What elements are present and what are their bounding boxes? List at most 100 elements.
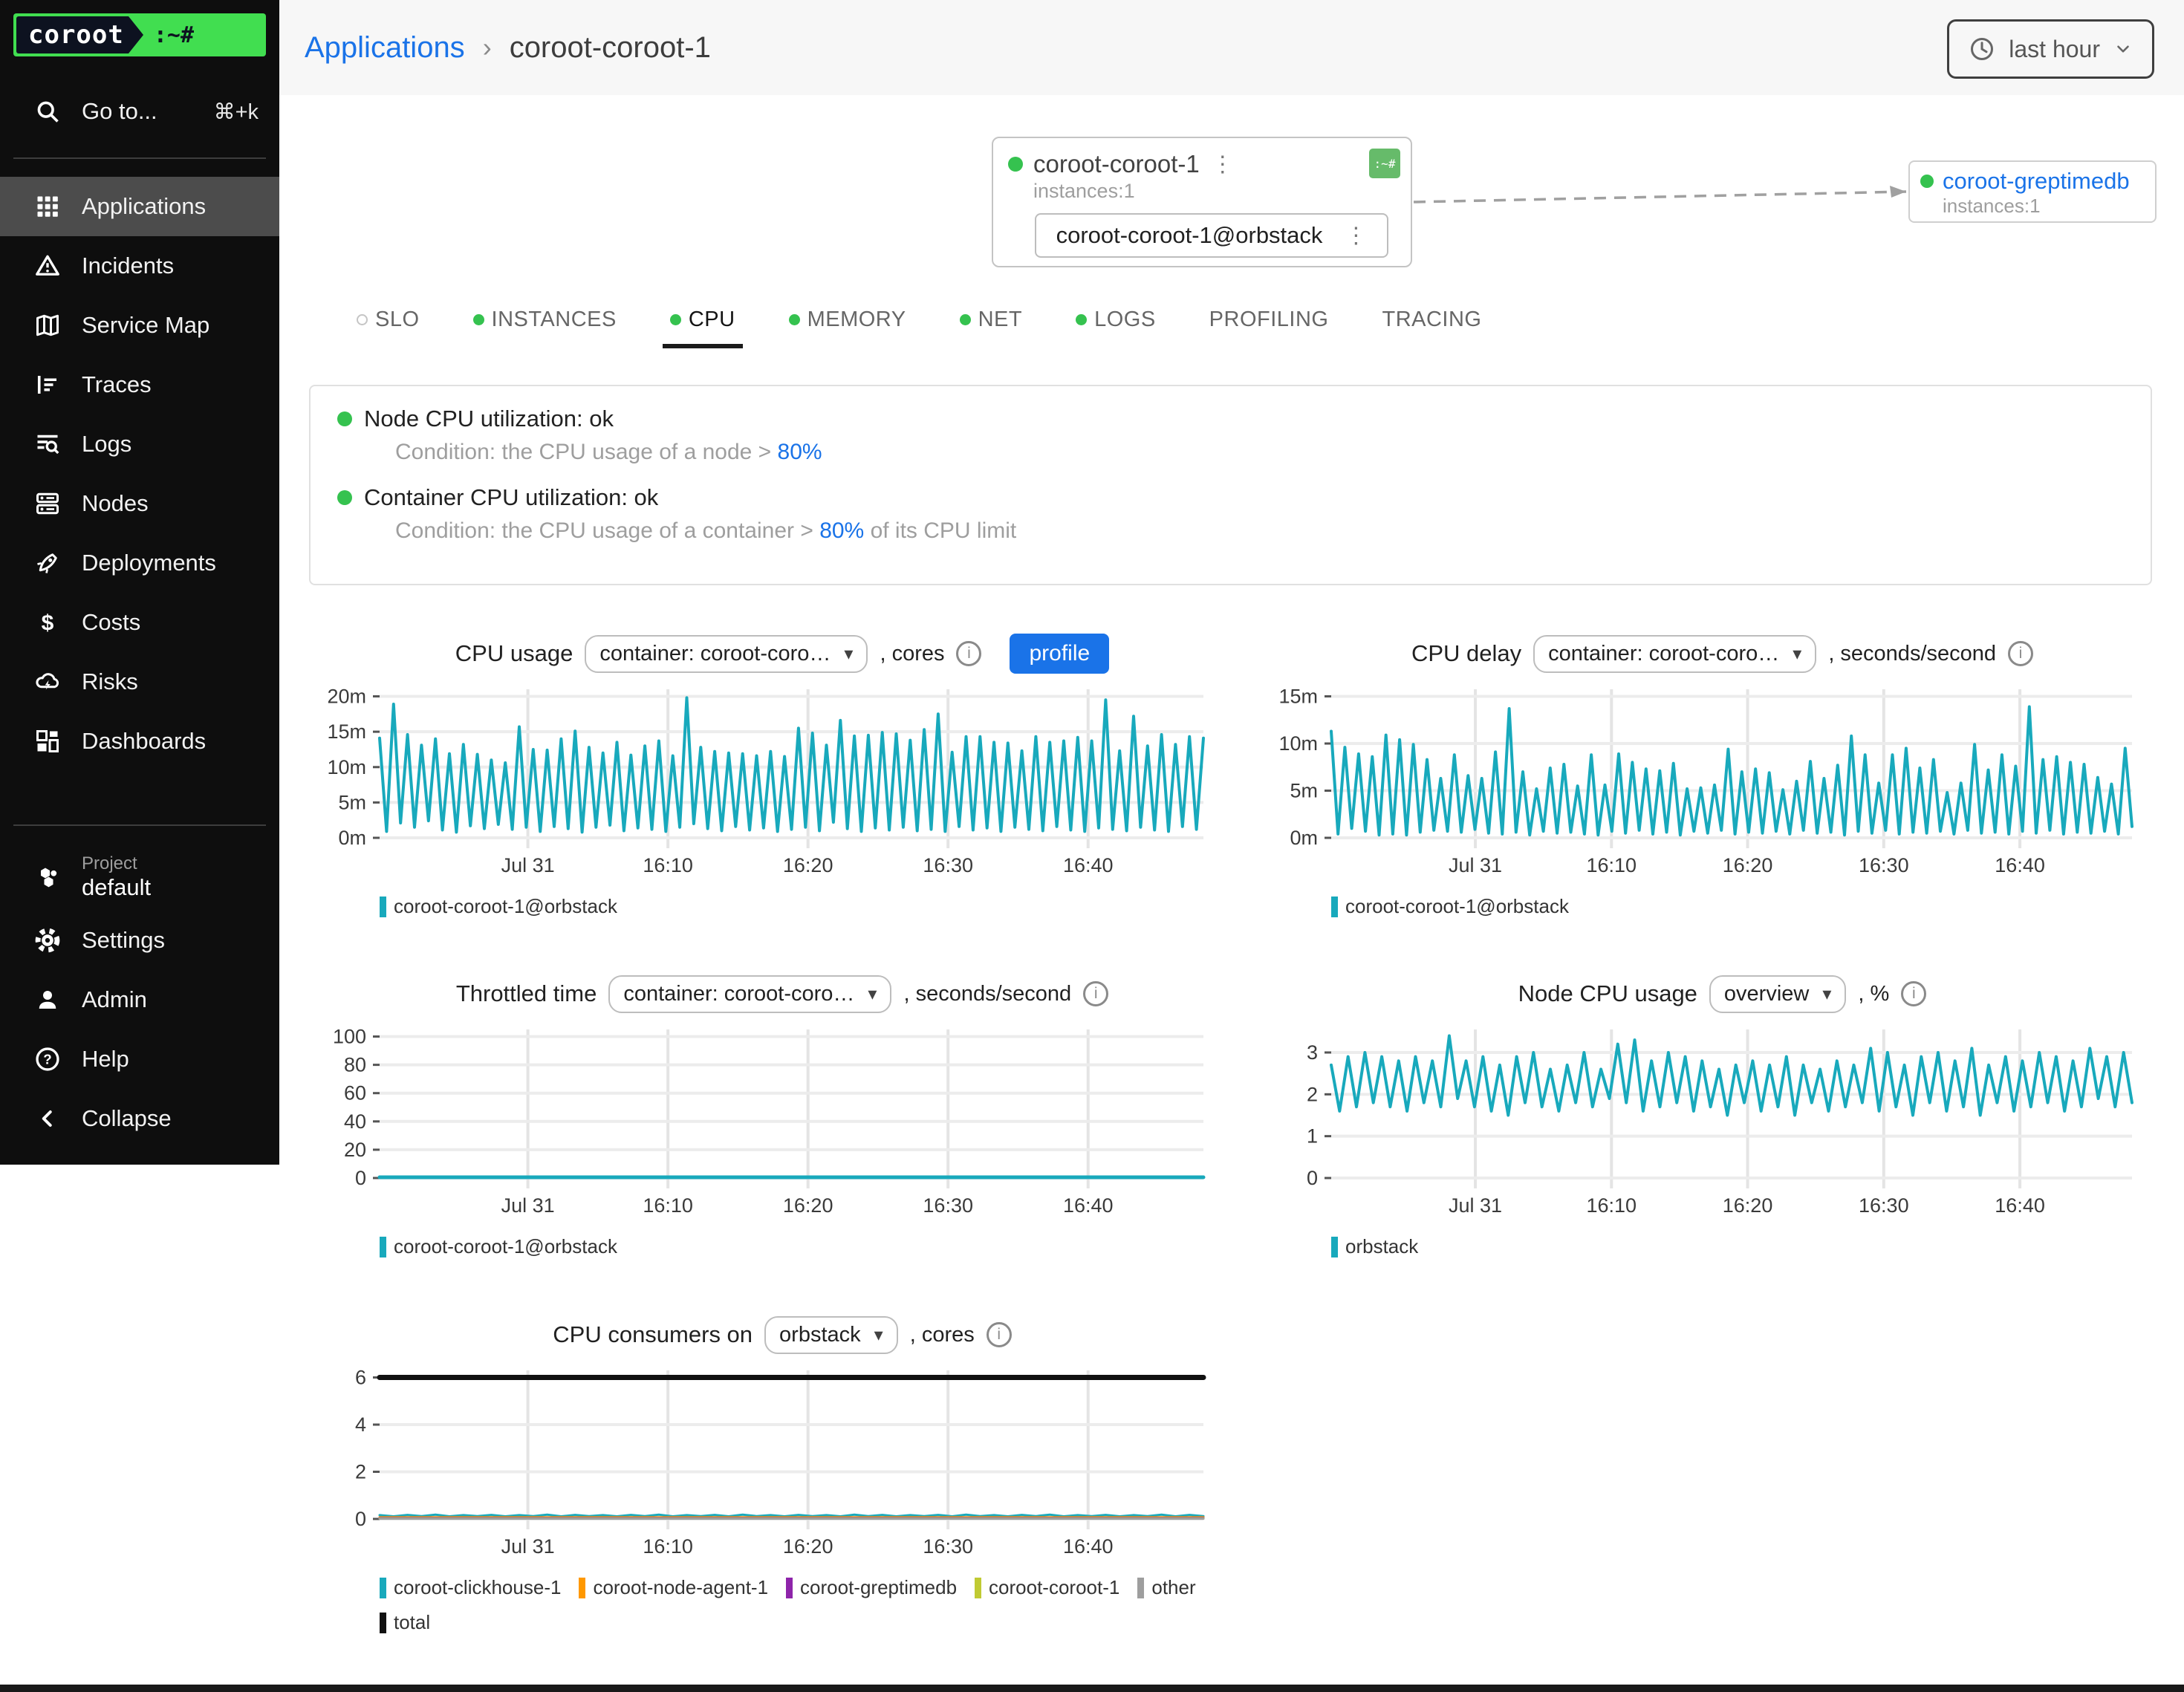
sidebar-item-label: Collapse <box>82 1105 172 1131</box>
logo-wordmark: coroot <box>16 16 143 53</box>
tab-instances[interactable]: INSTANCES <box>472 308 617 348</box>
sidebar-item-risks[interactable]: Risks <box>0 652 279 712</box>
sidebar-footer-nav: Settings Admin ? Help Collapse <box>0 911 279 1148</box>
legend-item[interactable]: orbstack <box>1331 1235 1418 1258</box>
svg-text:16:30: 16:30 <box>1859 854 1909 876</box>
sidebar-item-service-map[interactable]: Service Map <box>0 296 279 355</box>
svg-text:?: ? <box>43 1051 51 1067</box>
svg-text:Jul 31: Jul 31 <box>1449 1194 1502 1217</box>
app-card-coroot-greptimedb[interactable]: coroot-greptimedb instances:1 <box>1908 160 2157 223</box>
sidebar-item-collapse[interactable]: Collapse <box>0 1089 279 1148</box>
sidebar-item-applications[interactable]: Applications <box>0 177 279 236</box>
info-icon[interactable] <box>956 641 982 666</box>
series-selector-dropdown[interactable]: container: coroot-coro… <box>1533 634 1817 673</box>
sidebar-item-label: Admin <box>82 986 147 1012</box>
series-selector-dropdown[interactable]: overview <box>1709 974 1847 1013</box>
legend-item[interactable]: coroot-coroot-1 <box>975 1576 1119 1599</box>
svg-text:16:30: 16:30 <box>923 854 973 876</box>
legend-swatch <box>380 896 386 917</box>
sidebar-item-nodes[interactable]: Nodes <box>0 474 279 533</box>
sidebar-item-costs[interactable]: $ Costs <box>0 593 279 652</box>
info-icon[interactable] <box>2008 641 2034 666</box>
legend-item[interactable]: coroot-coroot-1@orbstack <box>380 895 617 918</box>
legend-label: coroot-coroot-1@orbstack <box>394 1235 617 1257</box>
svg-text:15m: 15m <box>327 720 366 743</box>
svg-text:2: 2 <box>355 1461 366 1483</box>
info-icon[interactable] <box>1083 981 1109 1006</box>
check-item: Container CPU utilization: ok Condition:… <box>337 484 2124 544</box>
tab-label: INSTANCES <box>491 308 617 331</box>
sidebar-item-help[interactable]: ? Help <box>0 1029 279 1089</box>
arrowhead-icon <box>1890 186 1906 198</box>
go-to-search[interactable]: Go to... ⌘+k <box>0 83 279 140</box>
chart-canvas: Jul 31 16:10 16:20 16:30 16:40 0 20 40 60 80 100 <box>333 1026 1206 1217</box>
svg-text:Jul 31: Jul 31 <box>501 1194 555 1217</box>
legend-item[interactable]: coroot-coroot-1@orbstack <box>380 1235 617 1258</box>
tab-label: NET <box>978 308 1023 331</box>
sidebar-item-admin[interactable]: Admin <box>0 970 279 1029</box>
node-selector-dropdown[interactable]: orbstack <box>764 1315 898 1354</box>
bottom-window-edge <box>0 1685 2184 1692</box>
legend-label: coroot-clickhouse-1 <box>394 1576 562 1598</box>
check-condition: Condition: the CPU usage of a node > 80% <box>395 440 2124 465</box>
breadcrumb-current-page: coroot-coroot-1 <box>509 30 711 64</box>
legend-item[interactable]: other <box>1137 1576 1196 1599</box>
legend-item[interactable]: coroot-clickhouse-1 <box>380 1576 561 1599</box>
sidebar-item-project[interactable]: Project default <box>0 844 279 911</box>
sidebar-divider <box>13 824 266 826</box>
chart-title: CPU delay <box>1411 640 1522 666</box>
dollar-icon: $ <box>33 608 62 637</box>
profile-button[interactable]: profile <box>1010 634 1110 674</box>
breadcrumb: Applications › coroot-coroot-1 <box>305 31 711 65</box>
svg-text:2: 2 <box>1307 1083 1318 1105</box>
kebab-menu-icon[interactable] <box>1345 223 1367 249</box>
legend-item[interactable]: coroot-coroot-1@orbstack <box>1331 895 1569 918</box>
tab-slo[interactable]: SLO <box>357 308 420 348</box>
svg-text:0m: 0m <box>338 827 366 849</box>
go-to-label: Go to... <box>82 98 157 124</box>
svg-text:16:20: 16:20 <box>1723 854 1773 876</box>
app-card-coroot-coroot-1[interactable]: coroot-coroot-1 :~# instances:1 coroot-c… <box>992 137 1412 267</box>
sidebar-item-incidents[interactable]: Incidents <box>0 236 279 296</box>
tab-cpu[interactable]: CPU <box>662 308 743 348</box>
cloud-icon <box>33 667 62 697</box>
sidebar-item-traces[interactable]: Traces <box>0 355 279 414</box>
breadcrumb-applications-link[interactable]: Applications <box>305 30 465 64</box>
series-selector-dropdown[interactable]: container: coroot-coro… <box>608 974 892 1013</box>
svg-text:20: 20 <box>344 1139 366 1161</box>
sidebar-item-settings[interactable]: Settings <box>0 911 279 970</box>
series-selector-dropdown[interactable]: container: coroot-coro… <box>585 634 868 673</box>
nodes-icon <box>33 489 62 518</box>
legend-item[interactable]: coroot-node-agent-1 <box>579 1576 768 1599</box>
tab-memory[interactable]: MEMORY <box>788 308 906 348</box>
legend-swatch <box>380 1577 386 1598</box>
status-empty-dot <box>357 314 368 325</box>
rocket-icon <box>33 548 62 578</box>
sidebar-item-deployments[interactable]: Deployments <box>0 533 279 593</box>
kebab-menu-icon[interactable] <box>1212 152 1234 178</box>
condition-threshold[interactable]: 80% <box>777 440 822 464</box>
instance-pill[interactable]: coroot-coroot-1@orbstack <box>1035 213 1388 258</box>
svg-text:5m: 5m <box>338 791 366 813</box>
svg-text:16:40: 16:40 <box>1995 854 2045 876</box>
upstream-app-link[interactable]: coroot-greptimedb <box>1943 168 2130 194</box>
legend-item[interactable]: total <box>380 1611 430 1634</box>
check-title: Container CPU utilization: ok <box>364 484 659 510</box>
sidebar-item-dashboards[interactable]: Dashboards <box>0 712 279 771</box>
tab-tracing[interactable]: TRACING <box>1382 308 1481 348</box>
condition-threshold[interactable]: 80% <box>819 518 865 543</box>
tab-profiling[interactable]: PROFILING <box>1209 308 1329 348</box>
chart-canvas: Jul 31 16:10 16:20 16:30 16:40 0 1 2 3 <box>1307 1029 2133 1217</box>
top-bar: Applications › coroot-coroot-1 last hour <box>279 0 2184 95</box>
coroot-logo[interactable]: coroot :~# <box>13 13 266 56</box>
gear-icon <box>33 925 62 955</box>
legend-item[interactable]: coroot-greptimedb <box>786 1576 957 1599</box>
svg-text:16:10: 16:10 <box>643 854 693 876</box>
sidebar-item-label: Deployments <box>82 550 216 576</box>
tab-logs[interactable]: LOGS <box>1076 308 1156 348</box>
time-range-picker[interactable]: last hour <box>1947 19 2154 79</box>
tab-net[interactable]: NET <box>959 308 1023 348</box>
sidebar-item-logs[interactable]: Logs <box>0 414 279 474</box>
info-icon[interactable] <box>986 1322 1012 1347</box>
info-icon[interactable] <box>1901 981 1927 1006</box>
